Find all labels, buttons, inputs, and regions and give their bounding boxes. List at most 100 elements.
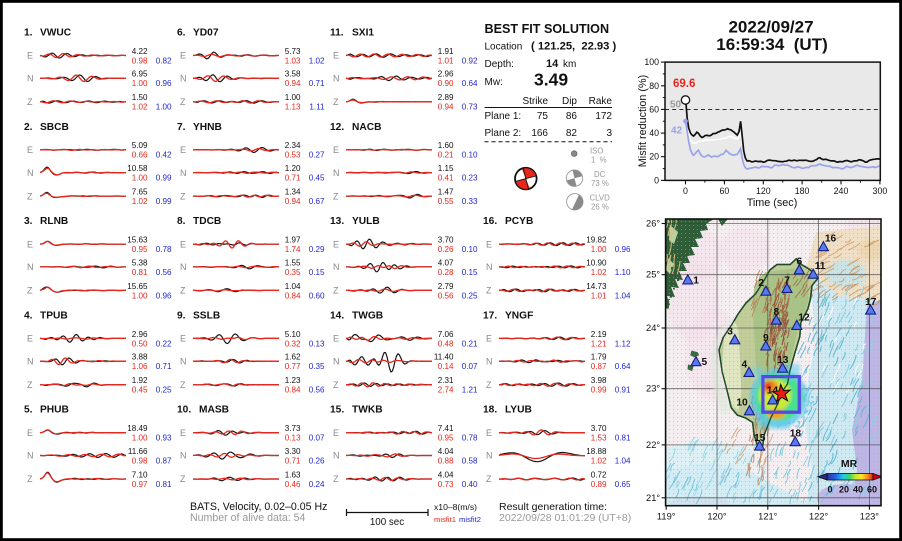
svg-text:4.22: 4.22 [132,47,148,56]
svg-text:40: 40 [853,485,863,495]
svg-text:123°: 123° [860,512,880,522]
svg-text:SBCB: SBCB [40,122,69,133]
svg-text:2022/09/28 01:01:29 (UT+8): 2022/09/28 01:01:29 (UT+8) [499,512,631,524]
svg-text:0.55: 0.55 [438,197,454,206]
svg-text:0.64: 0.64 [615,362,631,371]
svg-text:13: 13 [777,355,789,366]
svg-text:Z: Z [27,191,33,201]
svg-text:24°: 24° [646,323,660,333]
svg-text:LYUB: LYUB [505,405,532,416]
svg-text:0.07: 0.07 [309,434,325,443]
svg-text:0.48: 0.48 [438,339,454,348]
svg-text:1.10: 1.10 [615,268,631,277]
svg-text:( 121.25, 22.93 ): ( 121.25, 22.93 ) [531,41,616,53]
svg-text:N: N [486,451,493,461]
svg-text:0.73: 0.73 [462,103,478,112]
svg-text:1.47: 1.47 [438,188,454,197]
svg-text:E: E [27,51,33,61]
svg-text:120°: 120° [707,512,727,522]
svg-text:14.: 14. [330,310,344,321]
svg-text:Mw:: Mw: [485,77,503,88]
svg-text:0.40: 0.40 [462,480,478,489]
svg-text:N: N [180,168,187,178]
svg-text:75: 75 [537,111,549,122]
svg-text:7: 7 [784,275,790,286]
svg-text:0.92: 0.92 [462,56,478,65]
svg-text:0.56: 0.56 [309,386,325,395]
svg-text:N: N [180,262,187,272]
svg-text:4.: 4. [24,310,33,321]
svg-text:1.00: 1.00 [591,245,607,254]
svg-text:RLNB: RLNB [40,216,68,227]
svg-text:17.: 17. [483,310,497,321]
svg-text:0.53: 0.53 [285,151,301,160]
svg-text:0.84: 0.84 [285,291,301,300]
svg-text:2.89: 2.89 [438,93,454,102]
svg-text:0.32: 0.32 [285,339,301,348]
svg-text:0.71: 0.71 [309,79,325,88]
svg-text:Z: Z [180,97,186,107]
svg-text:7.10: 7.10 [132,470,148,479]
svg-text:Dip: Dip [562,96,577,107]
svg-text:YULB: YULB [352,216,380,227]
svg-text:42: 42 [671,126,683,137]
svg-text:0: 0 [683,186,688,196]
svg-text:20: 20 [649,152,659,162]
svg-text:0.90: 0.90 [438,79,454,88]
svg-text:9.: 9. [177,310,186,321]
svg-text:16: 16 [825,234,837,245]
svg-text:0.99: 0.99 [156,197,172,206]
svg-text:0.35: 0.35 [309,362,325,371]
svg-text:1.97: 1.97 [285,236,301,245]
svg-text:8: 8 [774,307,780,318]
svg-text:0.71: 0.71 [285,456,301,465]
svg-text:1.53: 1.53 [591,434,607,443]
svg-text:0.13: 0.13 [309,339,325,348]
svg-text:0.64: 0.64 [462,79,478,88]
svg-text:YNGF: YNGF [505,310,533,321]
svg-text:5.09: 5.09 [132,141,148,150]
svg-text:0.46: 0.46 [285,480,301,489]
svg-text:0.42: 0.42 [156,151,172,160]
svg-text:TDCB: TDCB [193,216,221,227]
svg-text:1.23: 1.23 [285,376,301,385]
svg-text:E: E [180,145,186,155]
svg-text:E: E [486,239,492,249]
svg-text:0.28: 0.28 [438,268,454,277]
svg-text:1.02: 1.02 [591,268,607,277]
svg-text:E: E [27,145,33,155]
svg-text:Z: Z [333,474,339,484]
svg-text:0.33: 0.33 [462,197,478,206]
svg-text:1.55: 1.55 [285,258,301,267]
svg-text:Z: Z [333,380,339,390]
svg-text:0.10: 0.10 [462,245,478,254]
svg-text:E: E [27,334,33,344]
svg-text:N: N [333,451,340,461]
svg-text:80: 80 [649,81,659,91]
svg-text:3.: 3. [24,216,33,227]
svg-text:km: km [563,59,576,70]
svg-text:Z: Z [486,380,492,390]
svg-text:E: E [486,334,492,344]
svg-text:x10–8(m/s): x10–8(m/s) [434,502,477,512]
svg-text:122°: 122° [809,512,829,522]
svg-text:0.81: 0.81 [156,480,172,489]
svg-text:4.07: 4.07 [438,258,454,267]
svg-text:Number of alive data: 54: Number of alive data: 54 [190,512,306,524]
svg-text:1.00: 1.00 [132,291,148,300]
svg-text:0.81: 0.81 [615,434,631,443]
svg-text:0.15: 0.15 [462,268,478,277]
svg-text:7.65: 7.65 [132,188,148,197]
svg-text:E: E [27,428,33,438]
svg-text:6.: 6. [177,28,186,39]
svg-text:1.11: 1.11 [309,103,325,112]
svg-text:N: N [27,74,34,84]
svg-text:0.94: 0.94 [285,79,301,88]
svg-text:Plane 1:: Plane 1: [485,111,522,122]
svg-text:PHUB: PHUB [40,405,69,416]
svg-text:Z: Z [180,286,186,296]
svg-text:14.73: 14.73 [586,282,607,291]
svg-text:0.87: 0.87 [591,362,607,371]
svg-text:0.72: 0.72 [591,470,607,479]
svg-text:Location: Location [485,42,523,53]
